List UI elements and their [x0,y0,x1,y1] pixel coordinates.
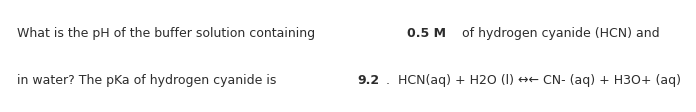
Text: in water? The pKa of hydrogen cyanide is: in water? The pKa of hydrogen cyanide is [17,74,280,87]
Text: What is the pH of the buffer solution containing: What is the pH of the buffer solution co… [17,27,319,40]
Text: 0.5 M: 0.5 M [407,27,446,40]
Text: of hydrogen cyanide (HCN) and: of hydrogen cyanide (HCN) and [457,27,663,40]
Text: 9.2: 9.2 [357,74,379,87]
Text: .  HCN(aq) + H2O (l) ↔← CN- (aq) + H3O+ (aq): . HCN(aq) + H2O (l) ↔← CN- (aq) + H3O+ (… [386,74,681,87]
